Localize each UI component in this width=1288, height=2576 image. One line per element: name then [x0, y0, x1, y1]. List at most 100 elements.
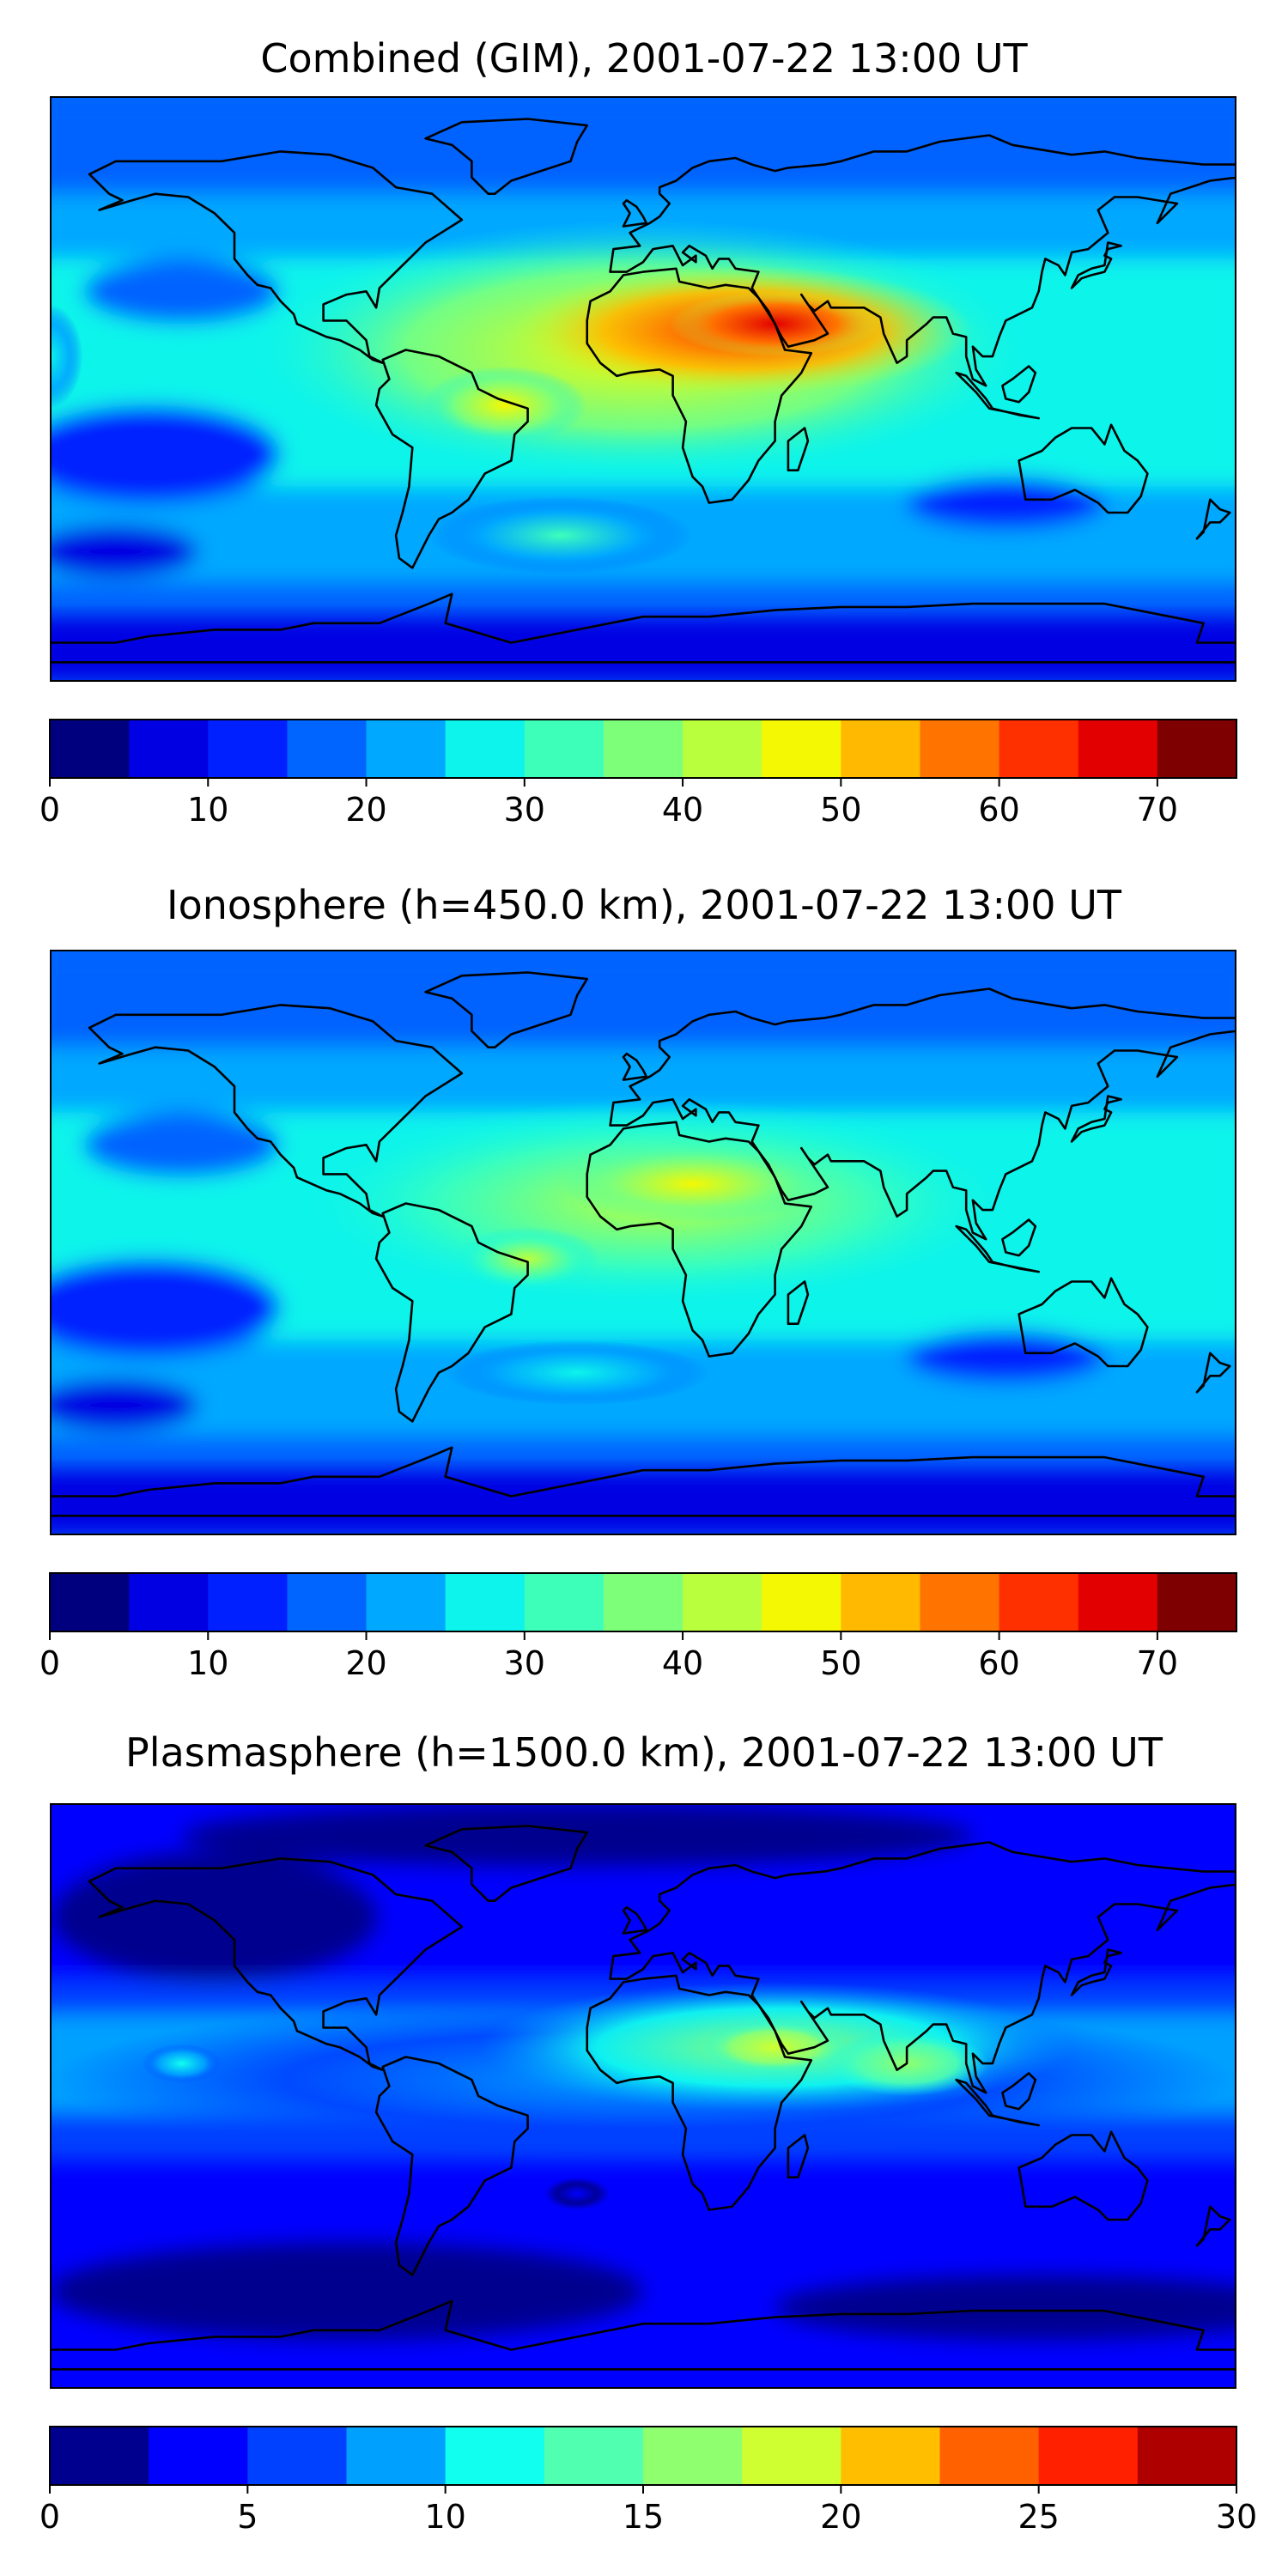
colorbar-segment — [445, 720, 526, 778]
contour-patch — [50, 526, 198, 578]
coastline-madagascar — [787, 2134, 810, 2178]
ionosphere-title: Ionosphere (h=450.0 km), 2001-07-22 13:0… — [167, 882, 1121, 928]
colorbar-tick-label: 20 — [345, 1644, 386, 1682]
coastline-greenland — [424, 118, 588, 195]
coastline-south-america — [374, 349, 529, 569]
colorbar-tick-label: 0 — [39, 791, 60, 829]
combined-map — [50, 96, 1236, 682]
coastline-africa — [586, 1121, 813, 1358]
colorbar-tick-label: 60 — [978, 791, 1019, 829]
coastline-britain — [622, 1905, 648, 1935]
colorbar-segment — [999, 1573, 1079, 1631]
coastline-borneo — [1001, 2072, 1037, 2111]
coastline-japan — [1070, 241, 1122, 289]
lat-band — [50, 1470, 1236, 1535]
coastline-britain — [622, 198, 648, 228]
coastline-africa — [586, 1974, 813, 2211]
colorbar-tick-label: 30 — [504, 791, 545, 829]
colorbar-tick-label: 5 — [237, 2498, 258, 2536]
coastline-indonesia — [955, 371, 1040, 420]
contour-patch — [907, 1330, 1105, 1382]
coastline-indonesia — [955, 2078, 1040, 2127]
coastline-eurasia — [609, 1841, 1236, 2094]
colorbar-tick-label: 40 — [662, 791, 703, 829]
colorbar-segment — [999, 720, 1079, 778]
coastline-greenland — [424, 1825, 588, 1902]
contour-patch — [50, 2242, 643, 2341]
map-frame — [50, 1803, 1236, 2389]
colorbar-tick-label: 20 — [820, 2498, 861, 2536]
coastline-new-zealand — [1195, 498, 1231, 540]
tec-contour-blob — [142, 2044, 222, 2083]
colorbar-segment — [50, 1573, 130, 1631]
colorbar-segment — [287, 1573, 368, 1631]
lat-band — [50, 96, 1236, 194]
colorbar-segment — [524, 720, 605, 778]
colorbar-segment — [1038, 2427, 1139, 2485]
plasmasphere-colorbar: 0 5 10 15 20 25 30 — [39, 2426, 1257, 2536]
colorbar-segment — [742, 2427, 841, 2485]
colorbar-tick-label: 25 — [1018, 2498, 1059, 2536]
colorbar-segment — [129, 720, 209, 778]
tec-contour-blob — [422, 366, 587, 445]
colorbar-tick-label: 70 — [1137, 791, 1178, 829]
coastline-madagascar — [787, 427, 810, 471]
colorbar-tick-label: 0 — [39, 2498, 60, 2536]
colorbar-segment — [603, 720, 683, 778]
coastline-antarctica — [50, 2300, 1236, 2371]
colorbar-tick-label: 20 — [345, 791, 386, 829]
colorbar-segment — [683, 1573, 762, 1631]
colorbar-segment — [524, 1573, 605, 1631]
coastline-indonesia — [955, 1224, 1040, 1273]
colorbar-tick-label: 30 — [504, 1644, 545, 1682]
colorbar-tick-label: 15 — [623, 2498, 664, 2536]
colorbar-segment — [366, 720, 447, 778]
colorbar-segment — [920, 1573, 1000, 1631]
colorbar-segment — [603, 1573, 683, 1631]
coastline-borneo — [1001, 365, 1037, 404]
coastline-japan — [1070, 1095, 1122, 1143]
contour-patch — [181, 1803, 973, 1868]
colorbar-tick-label: 40 — [662, 1644, 703, 1682]
ionosphere-colorbar: 0 10 20 30 40 50 60 70 — [39, 1572, 1237, 1682]
colorbar-segment — [149, 2427, 248, 2485]
colorbar-segment — [841, 1573, 920, 1631]
coastline-new-zealand — [1195, 1352, 1231, 1394]
colorbar-tick-label: 10 — [424, 2498, 465, 2536]
colorbar-segment — [1157, 1573, 1237, 1631]
coastline-japan — [1070, 1948, 1122, 1996]
colorbar-frame — [49, 719, 1237, 779]
map-frame — [50, 96, 1236, 682]
plasmasphere-map — [50, 1803, 1236, 2389]
colorbar-segment — [643, 2427, 743, 2485]
coastline-australia — [1018, 1277, 1149, 1368]
colorbar-segment — [247, 2427, 347, 2485]
colorbar-segment — [346, 2427, 447, 2485]
contour-patch — [82, 1112, 281, 1178]
map-frame — [50, 950, 1236, 1535]
tec-contour-blob — [50, 304, 83, 409]
colorbar-tick-label: 10 — [187, 1644, 228, 1682]
contour-patch — [50, 1258, 281, 1357]
contour-patch — [50, 1851, 380, 1983]
colorbar-segment — [50, 2427, 149, 2485]
colorbar-segment — [762, 720, 841, 778]
colorbar-segment — [762, 1573, 841, 1631]
colorbar-tick-label: 70 — [1137, 1644, 1178, 1682]
tec-contour-blob — [445, 1340, 709, 1406]
coastline-south-america — [374, 2056, 529, 2276]
coastline-north-america — [88, 1004, 464, 1218]
colorbar-tick-label: 50 — [820, 1644, 861, 1682]
colorbar-segment — [841, 720, 920, 778]
colorbar-segment — [1137, 2427, 1237, 2485]
colorbar-segment — [1157, 720, 1237, 778]
colorbar-segment — [366, 1573, 447, 1631]
lat-band — [50, 950, 1236, 1048]
contour-patch — [775, 2275, 1236, 2341]
colorbar-segment — [1078, 720, 1158, 778]
coastline-north-america — [88, 150, 464, 364]
coastline-south-america — [374, 1202, 529, 1423]
contour-patch — [907, 477, 1105, 529]
colorbar-segment — [208, 1573, 288, 1631]
coastline-antarctica — [50, 1446, 1236, 1517]
